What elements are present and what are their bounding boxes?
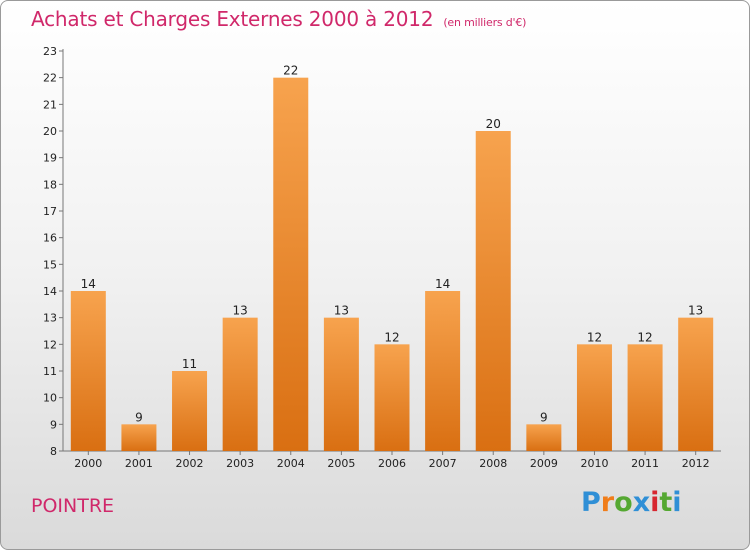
logo-letter: x [632, 487, 651, 518]
bar [70, 291, 106, 451]
data-label: 13 [233, 304, 248, 318]
bar [526, 424, 562, 451]
y-tick-label: 11 [43, 365, 57, 378]
x-tick-label: 2010 [580, 457, 608, 470]
logo-letter: i [672, 487, 682, 518]
x-tick-label: 2011 [631, 457, 659, 470]
bar [627, 344, 663, 451]
x-tick-label: 2012 [682, 457, 710, 470]
bar [273, 77, 309, 452]
y-tick-label: 9 [50, 418, 57, 431]
bar [172, 371, 208, 451]
y-tick-label: 18 [43, 178, 57, 191]
x-tick-label: 2002 [176, 457, 204, 470]
bar [475, 131, 511, 451]
commune-name: POINTRE [31, 495, 115, 517]
y-tick-label: 13 [43, 312, 57, 325]
y-tick-label: 15 [43, 258, 57, 271]
y-tick-label: 23 [43, 45, 57, 58]
y-tick-label: 14 [43, 285, 57, 298]
x-tick-label: 2004 [277, 457, 305, 470]
data-label: 14 [81, 277, 96, 291]
y-tick-label: 21 [43, 98, 57, 111]
x-tick-label: 2007 [429, 457, 457, 470]
y-tick-label: 22 [43, 72, 57, 85]
y-tick-label: 16 [43, 232, 57, 245]
x-tick-label: 2006 [378, 457, 406, 470]
bar [323, 317, 359, 451]
x-tick-label: 2008 [479, 457, 507, 470]
data-label: 14 [435, 277, 450, 291]
data-label: 22 [283, 64, 298, 78]
data-label: 9 [540, 410, 548, 424]
bar [678, 317, 714, 451]
x-tick-label: 2003 [226, 457, 254, 470]
y-tick-label: 19 [43, 152, 57, 165]
bar [576, 344, 612, 451]
logo-letter: t [659, 487, 673, 518]
y-tick-label: 8 [50, 445, 57, 458]
data-label: 12 [384, 330, 399, 344]
chart-title: Achats et Charges Externes 2000 à 2012 (e… [31, 7, 527, 31]
data-label: 20 [486, 117, 501, 131]
bar [121, 424, 157, 451]
data-label: 13 [334, 304, 349, 318]
bar [374, 344, 410, 451]
logo-letter: P [581, 487, 601, 518]
logo-letter: i [650, 487, 660, 518]
x-tick-label: 2000 [74, 457, 102, 470]
y-tick-label: 12 [43, 338, 57, 351]
y-tick-label: 17 [43, 205, 57, 218]
data-label: 11 [182, 357, 197, 371]
chart-subtitle: (en milliers d'€) [443, 16, 527, 29]
y-tick-label: 10 [43, 392, 57, 405]
data-label: 13 [688, 304, 703, 318]
x-tick-label: 2001 [125, 457, 153, 470]
proxiti-logo[interactable]: Proxiti [581, 487, 682, 518]
x-tick-label: 2005 [327, 457, 355, 470]
data-label: 9 [135, 410, 143, 424]
bar [222, 317, 258, 451]
bar [425, 291, 461, 451]
logo-letter: r [600, 487, 615, 518]
data-label: 12 [637, 330, 652, 344]
x-tick-label: 2009 [530, 457, 558, 470]
y-tick-label: 20 [43, 125, 57, 138]
data-label: 12 [587, 330, 602, 344]
logo-letter: o [614, 487, 633, 518]
